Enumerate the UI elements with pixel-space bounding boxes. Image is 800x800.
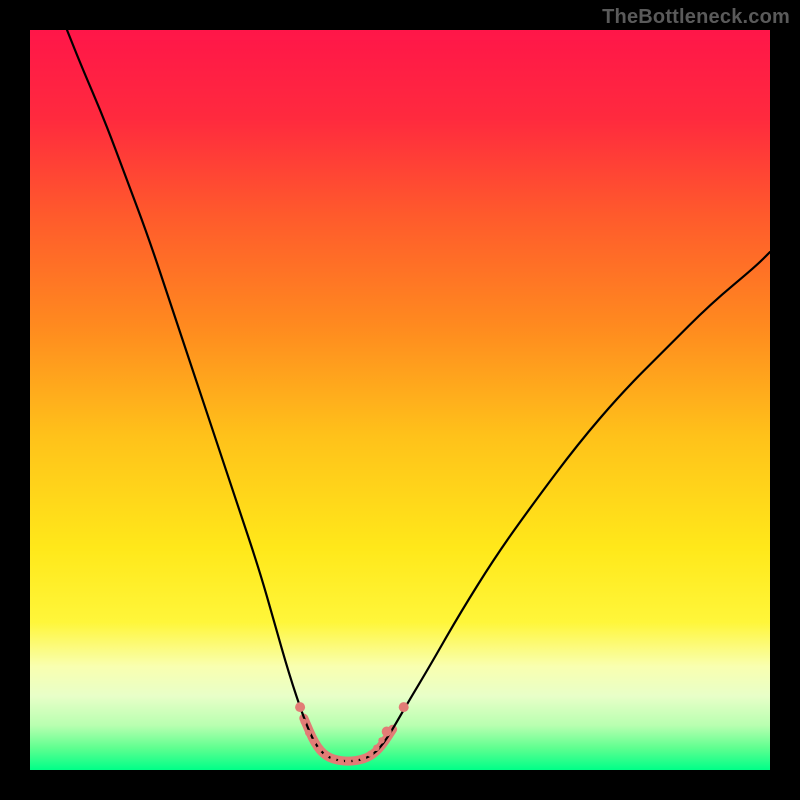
plot-area <box>30 30 770 770</box>
gradient-background <box>30 30 770 770</box>
valley-marker <box>301 719 307 725</box>
valley-marker <box>310 739 316 745</box>
valley-marker <box>360 755 366 761</box>
valley-marker <box>338 758 344 764</box>
bottleneck-curve-svg <box>30 30 770 770</box>
valley-marker <box>378 737 384 743</box>
valley-marker <box>323 752 329 758</box>
valley-marker <box>373 745 379 751</box>
valley-marker <box>382 727 392 737</box>
valley-marker <box>352 757 358 763</box>
valley-marker <box>305 730 311 736</box>
valley-marker <box>295 702 305 712</box>
valley-marker <box>345 758 351 764</box>
valley-marker <box>399 702 409 712</box>
valley-marker <box>367 751 373 757</box>
valley-marker <box>316 746 322 752</box>
valley-marker <box>330 756 336 762</box>
watermark-text: TheBottleneck.com <box>602 6 790 29</box>
chart-outer: TheBottleneck.com <box>0 0 800 800</box>
